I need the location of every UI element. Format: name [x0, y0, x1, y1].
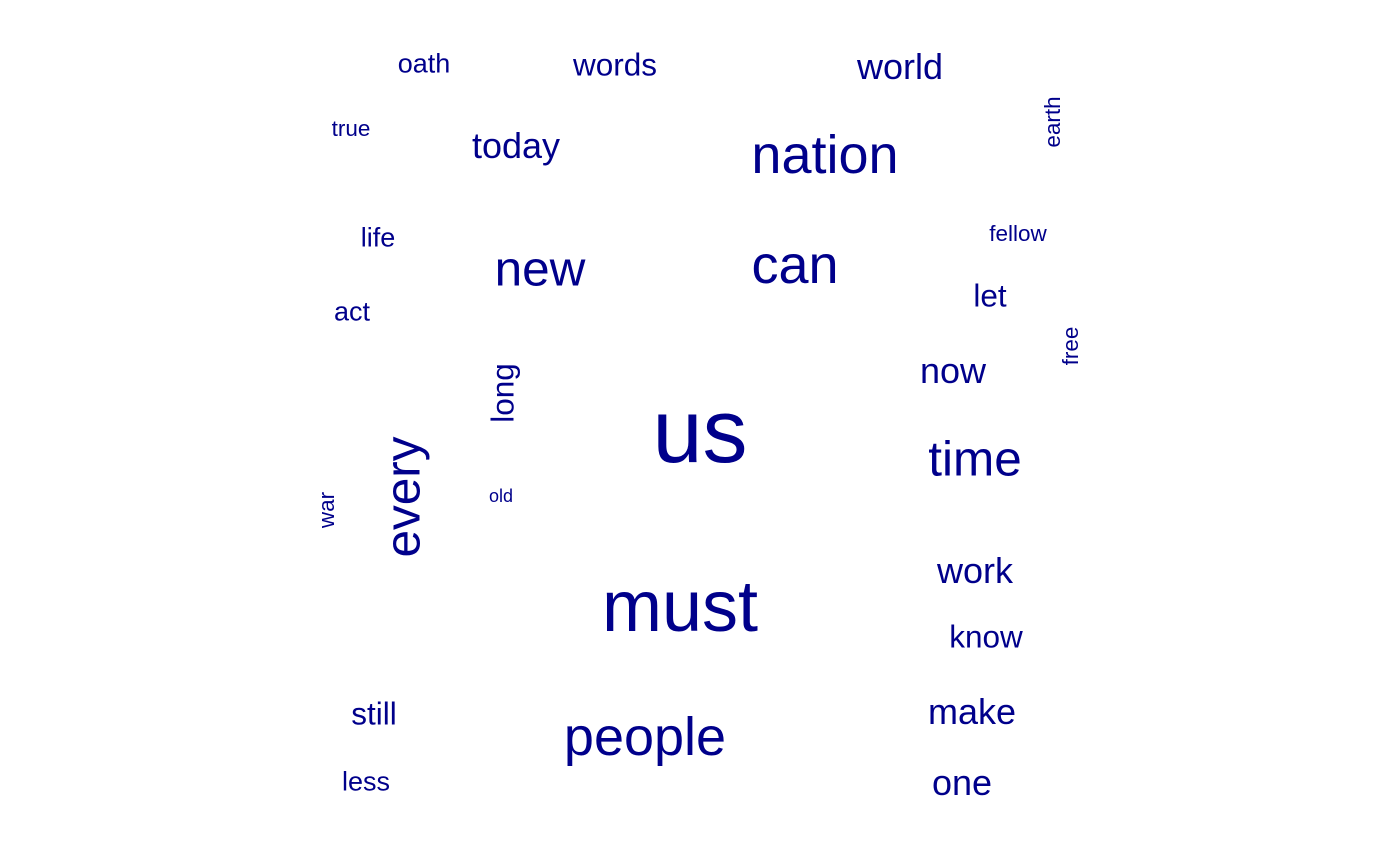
word-free: free	[1057, 326, 1083, 366]
word-words: words	[572, 46, 658, 83]
word-long: long	[484, 363, 521, 423]
word-fellow: fellow	[989, 220, 1047, 246]
word-time: time	[928, 431, 1022, 487]
word-work: work	[936, 550, 1014, 591]
word-let: let	[973, 277, 1007, 314]
word-act: act	[333, 296, 371, 327]
word-us: us	[652, 382, 748, 482]
word-can: can	[751, 235, 839, 295]
word-one: one	[931, 762, 993, 803]
word-world: world	[856, 46, 944, 87]
word-every: every	[375, 436, 431, 558]
word-today: today	[471, 125, 561, 166]
word-old: old	[488, 486, 514, 506]
word-oath: oath	[397, 48, 451, 79]
word-less: less	[341, 766, 391, 797]
word-know: know	[949, 618, 1023, 655]
word-make: make	[927, 691, 1017, 732]
word-true: true	[331, 115, 371, 141]
word-war: war	[313, 491, 339, 529]
word-nation: nation	[751, 125, 899, 185]
word-new: new	[494, 241, 586, 297]
word-now: now	[919, 350, 987, 391]
word-must: must	[601, 567, 759, 647]
word-life: life	[360, 222, 396, 253]
word-earth: earth	[1039, 96, 1065, 148]
word-still: still	[351, 695, 397, 732]
word-people: people	[563, 707, 727, 767]
